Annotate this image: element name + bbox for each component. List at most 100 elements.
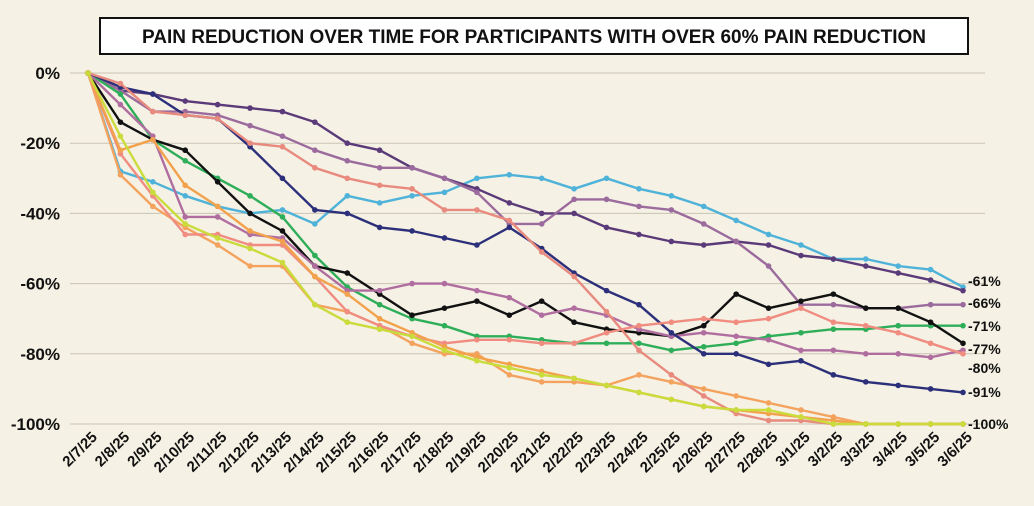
data-point <box>668 193 675 199</box>
data-point <box>927 386 934 392</box>
data-point <box>700 329 707 336</box>
data-point <box>765 400 772 406</box>
end-value-label: -61% <box>968 273 1001 289</box>
data-point <box>733 291 739 297</box>
data-point <box>117 171 124 178</box>
x-tick-label: 3/2/25 <box>805 429 847 471</box>
data-point <box>798 358 804 364</box>
data-point <box>538 175 545 182</box>
end-value-label: -66% <box>968 295 1001 311</box>
data-point <box>798 347 804 354</box>
data-point <box>571 375 577 382</box>
x-tick-label: 3/6/25 <box>934 429 976 471</box>
data-point <box>441 235 448 241</box>
data-point <box>733 407 739 413</box>
data-point <box>474 336 480 343</box>
series-line <box>86 72 963 426</box>
data-point <box>376 326 383 333</box>
end-value-label: -80% <box>968 360 1001 376</box>
end-value-label: -100% <box>968 416 1009 432</box>
data-point <box>636 347 642 354</box>
data-point <box>765 263 772 269</box>
data-point <box>182 193 189 199</box>
data-point <box>733 351 739 357</box>
data-point <box>538 221 545 227</box>
data-point <box>279 207 286 213</box>
data-point <box>117 133 124 139</box>
data-point <box>312 164 318 171</box>
data-point <box>409 186 415 192</box>
data-point <box>441 207 448 213</box>
data-point <box>700 393 707 399</box>
series-line <box>87 71 963 352</box>
data-point <box>312 273 318 280</box>
data-point <box>279 259 286 266</box>
series-5 <box>85 70 966 347</box>
data-point <box>603 287 610 294</box>
data-point <box>538 312 545 318</box>
data-point <box>733 319 739 326</box>
data-point <box>312 119 318 125</box>
data-point <box>571 196 577 203</box>
data-point <box>862 421 869 427</box>
series-line <box>87 72 964 359</box>
data-point <box>376 200 383 206</box>
data-point <box>182 147 189 154</box>
data-point <box>279 133 286 139</box>
data-point <box>474 189 480 196</box>
data-point <box>409 333 415 340</box>
data-point <box>830 326 837 333</box>
data-point <box>765 242 772 248</box>
data-point <box>927 277 934 283</box>
data-point <box>798 414 804 420</box>
data-point <box>376 287 383 294</box>
x-axis-ticks: 2/7/252/8/252/9/252/10/252/11/252/12/252… <box>59 429 976 476</box>
chart-title: PAIN REDUCTION OVER TIME FOR PARTICIPANT… <box>142 27 926 48</box>
series-4 <box>85 70 966 354</box>
series-line <box>86 72 963 426</box>
data-point <box>538 298 545 304</box>
data-point <box>862 322 869 329</box>
data-point <box>376 224 383 231</box>
y-tick-label: -80% <box>20 345 60 364</box>
end-value-label: -77% <box>968 341 1001 357</box>
data-point <box>830 421 837 427</box>
data-point <box>150 136 156 143</box>
data-point <box>538 379 545 385</box>
data-point <box>960 301 966 308</box>
data-point <box>344 140 351 146</box>
data-point <box>668 319 675 326</box>
data-point <box>150 189 156 196</box>
data-point <box>182 98 189 104</box>
chart-title-group: PAIN REDUCTION OVER TIME FOR PARTICIPANT… <box>99 17 969 55</box>
data-point <box>927 340 934 347</box>
data-point <box>700 343 707 350</box>
y-tick-label: 0% <box>35 64 60 83</box>
data-point <box>798 298 804 304</box>
x-tick-label: 3/5/25 <box>902 429 944 471</box>
data-point <box>506 336 513 343</box>
data-point <box>603 329 610 336</box>
series-line <box>87 71 964 394</box>
data-point <box>279 143 286 150</box>
data-point <box>247 263 253 269</box>
data-point <box>960 389 966 396</box>
data-point <box>474 242 480 248</box>
data-point <box>830 256 837 262</box>
data-point <box>409 312 415 318</box>
data-point <box>765 305 772 311</box>
data-point <box>279 108 286 115</box>
data-point <box>117 147 124 154</box>
data-point <box>474 298 480 304</box>
data-point <box>247 245 253 252</box>
data-point <box>733 393 739 399</box>
data-point <box>862 305 869 311</box>
data-point <box>700 322 707 329</box>
data-point <box>571 273 577 280</box>
data-point <box>376 147 383 154</box>
data-point <box>668 379 675 385</box>
data-point <box>538 372 545 378</box>
data-point <box>927 266 934 273</box>
end-value-label: -71% <box>968 318 1001 334</box>
data-point <box>927 354 934 361</box>
